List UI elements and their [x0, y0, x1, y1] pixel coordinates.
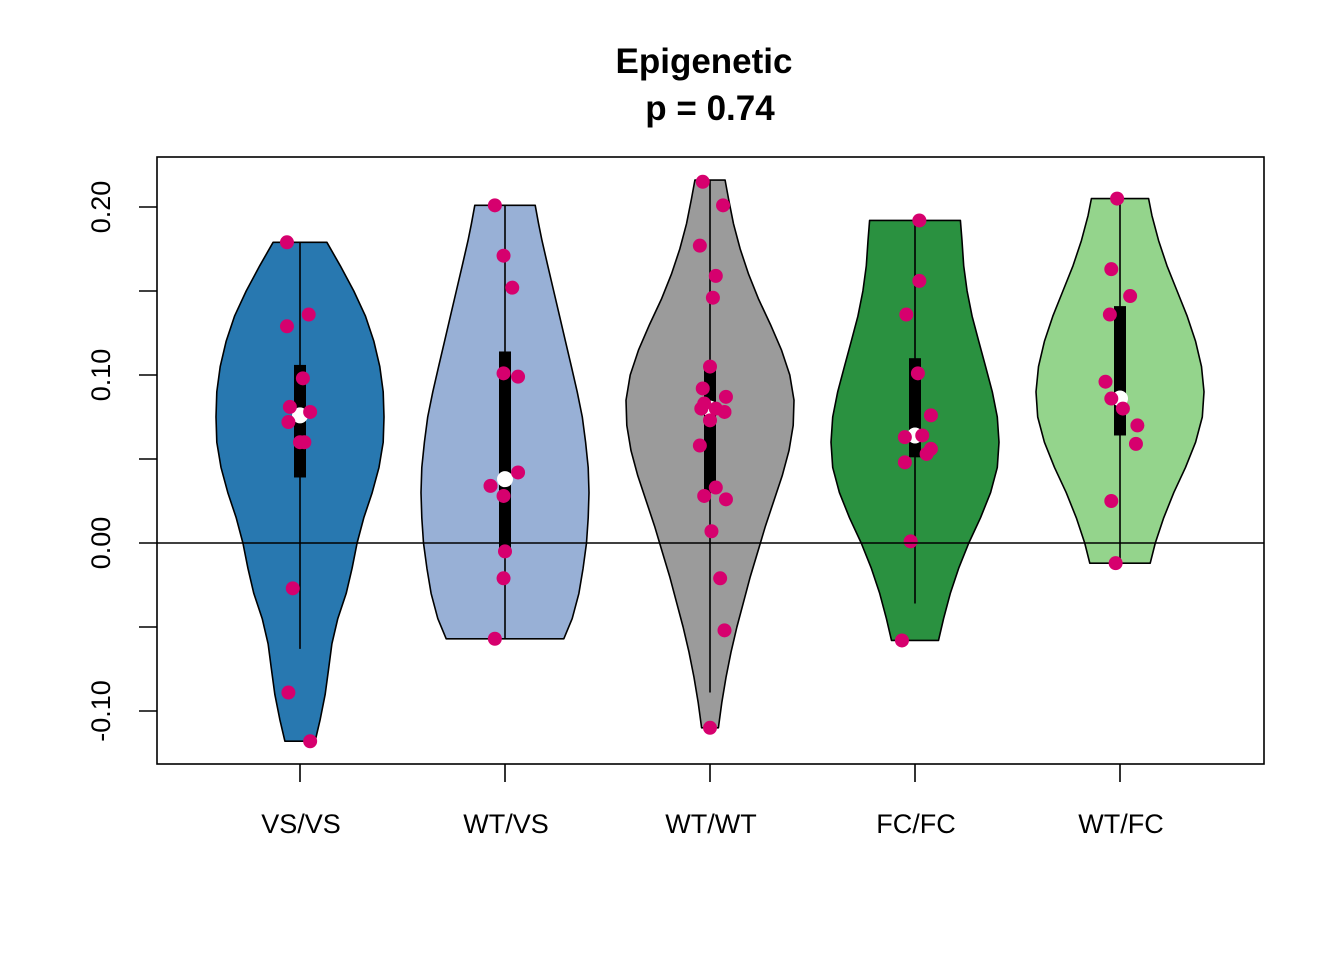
- x-tick-label-wt-wt: WT/WT: [665, 809, 756, 839]
- violin-box: [499, 351, 511, 555]
- y-tick-label: 0.20: [86, 181, 116, 234]
- data-point: [903, 534, 918, 549]
- data-point: [281, 415, 296, 430]
- data-point: [282, 399, 297, 414]
- violin-group-wt-fc: [1035, 191, 1205, 571]
- data-point: [713, 571, 728, 586]
- data-point: [1110, 191, 1125, 206]
- data-point: [279, 235, 294, 250]
- data-point: [297, 435, 312, 450]
- data-point: [301, 307, 316, 322]
- data-point: [511, 369, 526, 384]
- data-point: [694, 401, 709, 416]
- data-point: [708, 480, 723, 495]
- data-point: [695, 174, 710, 189]
- data-point: [717, 623, 732, 638]
- chart-title: Epigenetic: [616, 42, 793, 81]
- data-point: [708, 268, 723, 283]
- data-point: [279, 319, 294, 334]
- data-point: [919, 446, 934, 461]
- data-point: [899, 307, 914, 322]
- violin-group-fc-fc: [830, 213, 1000, 648]
- plot-frame: [156, 156, 1265, 765]
- data-point: [295, 371, 310, 386]
- data-point: [697, 488, 712, 503]
- data-point: [910, 366, 925, 381]
- axes-layer: VS/VS WT/VS WT/WT FC/FC WT/FC -0.10 0.00 0.10 0.…: [86, 181, 1264, 839]
- data-point: [1123, 289, 1138, 304]
- x-tick-label-wt-fc: WT/FC: [1078, 809, 1163, 839]
- data-point: [487, 631, 502, 646]
- data-point: [897, 455, 912, 470]
- y-tick-label: -0.10: [86, 680, 116, 742]
- violin-box: [1114, 306, 1126, 436]
- data-point: [704, 524, 719, 539]
- data-point: [1108, 556, 1123, 571]
- data-point: [1104, 391, 1119, 406]
- data-point: [692, 238, 707, 253]
- data-point: [303, 734, 318, 749]
- data-point: [716, 198, 731, 213]
- data-point: [496, 366, 511, 381]
- data-point: [692, 438, 707, 453]
- x-tick-label-vs-vs: VS/VS: [261, 809, 341, 839]
- data-point: [496, 571, 511, 586]
- data-point: [705, 290, 720, 305]
- data-point: [281, 685, 296, 700]
- data-point: [894, 633, 909, 648]
- data-point: [915, 428, 930, 443]
- data-point: [718, 492, 733, 507]
- data-point: [1098, 374, 1113, 389]
- data-point: [483, 478, 498, 493]
- data-point: [1104, 262, 1119, 277]
- violin-layer: [215, 174, 1205, 749]
- data-point: [703, 413, 717, 428]
- data-point: [897, 430, 912, 445]
- data-point: [1102, 307, 1117, 322]
- data-point: [703, 359, 717, 374]
- data-point: [496, 248, 511, 263]
- data-point: [1130, 418, 1145, 433]
- data-point: [303, 404, 318, 419]
- data-point: [718, 389, 733, 404]
- x-tick-label-wt-vs: WT/VS: [463, 809, 549, 839]
- data-point: [496, 488, 511, 503]
- violin-group-wt-wt: [625, 174, 795, 735]
- data-point: [912, 273, 927, 288]
- x-tick-label-fc-fc: FC/FC: [876, 809, 955, 839]
- chart-subtitle: p = 0.74: [645, 89, 775, 128]
- y-tick-label: 0.10: [86, 349, 116, 402]
- data-point: [695, 381, 710, 396]
- data-point: [912, 213, 927, 228]
- data-point: [511, 465, 526, 480]
- data-point: [285, 581, 300, 596]
- data-point: [703, 720, 717, 735]
- data-point: [498, 544, 512, 559]
- y-tick-label: 0.00: [86, 517, 116, 570]
- data-point: [1104, 494, 1119, 508]
- data-point: [505, 280, 520, 295]
- violin-group-wt-vs: [420, 198, 590, 646]
- violin-median-marker: [497, 471, 513, 488]
- data-point: [1128, 436, 1143, 451]
- data-point: [923, 408, 938, 423]
- data-point: [717, 404, 732, 419]
- violin-group-vs-vs: [215, 235, 385, 749]
- data-point: [487, 198, 502, 213]
- data-point: [1115, 401, 1130, 416]
